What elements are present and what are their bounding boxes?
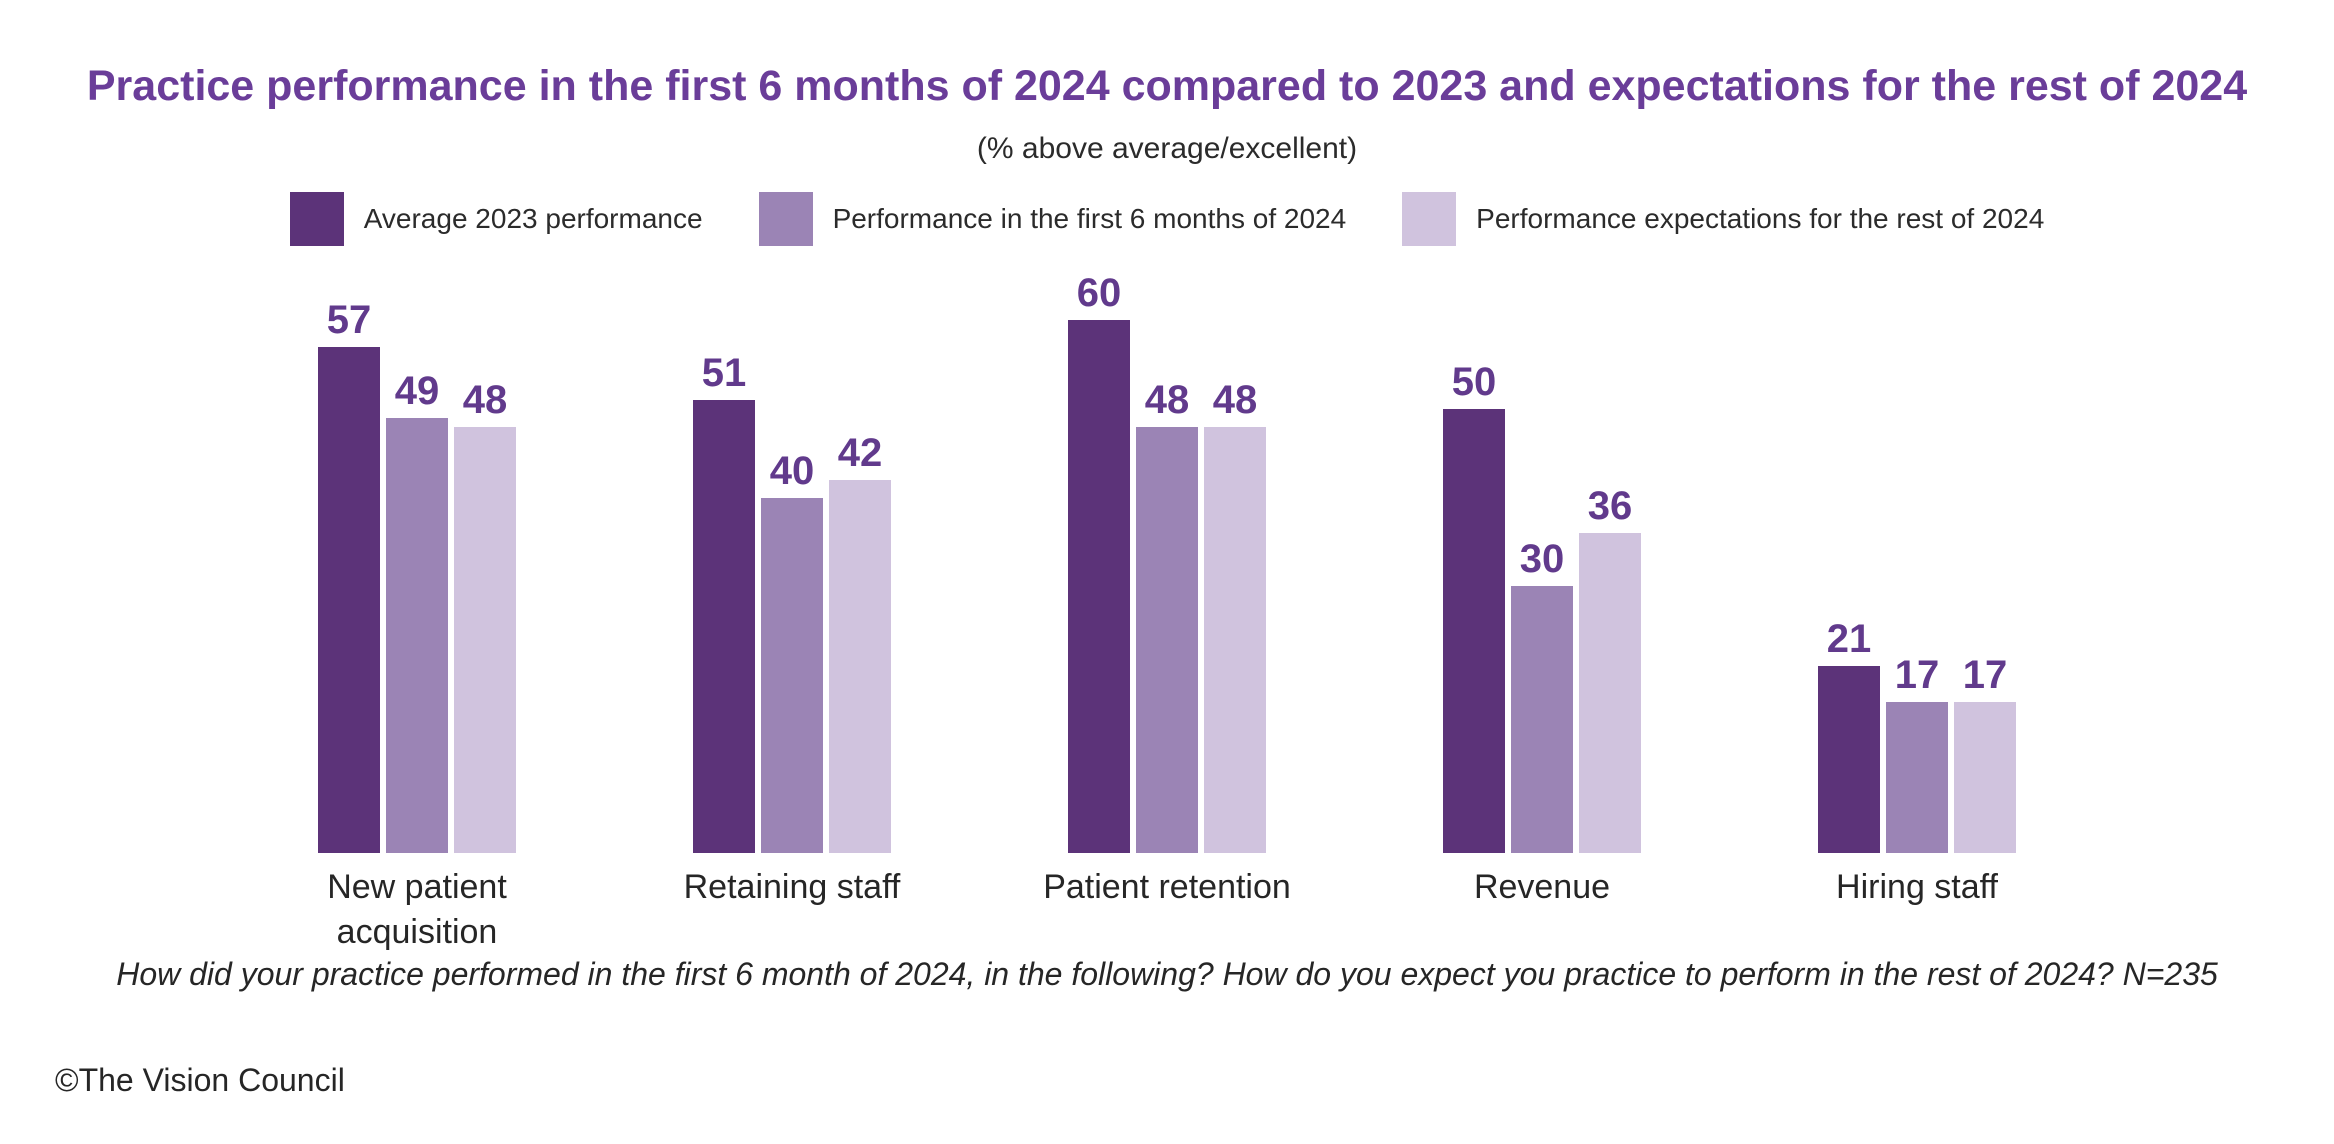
bar-value-label: 50 [1451, 360, 1497, 404]
bar-rect [1818, 666, 1880, 853]
bar-group: 60 48 48 Patient retention [1043, 273, 1291, 906]
bar-rect [454, 427, 516, 853]
bar: 21 [1818, 619, 1880, 853]
bar-rect [1954, 702, 2016, 853]
legend-swatch-light [1402, 192, 1457, 246]
legend-swatch-dark [289, 192, 344, 246]
legend-item: Average 2023 performance [289, 192, 703, 246]
bar-value-label: 49 [394, 369, 440, 413]
copyright-text: ©The Vision Council [55, 1062, 345, 1098]
bar-rect [1204, 427, 1266, 853]
bar: 48 [1136, 380, 1198, 853]
bar: 17 [1886, 655, 1948, 853]
legend-item: Performance expectations for the rest of… [1402, 192, 2044, 246]
bar-rect [1579, 533, 1641, 853]
bar-value-label: 17 [1894, 653, 1940, 697]
bar-group: 57 49 48 New patient acquisition [318, 293, 516, 951]
bar-rect [386, 418, 448, 853]
bar: 40 [761, 451, 823, 853]
legend-swatch-medium [758, 192, 813, 246]
bar-value-label: 51 [701, 351, 747, 395]
bar-group: 21 17 17 Hiring staff [1818, 293, 2016, 906]
bar-value-label: 48 [462, 378, 508, 422]
bar-value-label: 36 [1587, 484, 1633, 528]
bar-rect [761, 498, 823, 853]
bar-rect [1443, 409, 1505, 853]
legend-label: Average 2023 performance [363, 203, 703, 234]
category-label: Hiring staff [1836, 868, 1998, 906]
bar-value-label: 17 [1962, 653, 2008, 697]
plot-area: 57 49 48 New patient acquisition 51 40 42 Retai… [0, 273, 2334, 951]
bar-rect [693, 400, 755, 853]
category-label: Revenue [1473, 868, 1611, 906]
bar-value-label: 42 [837, 431, 883, 475]
bar-rect [1068, 320, 1130, 853]
bar-rect [318, 347, 380, 853]
bar-group: 51 40 42 Retaining staff [684, 293, 901, 906]
bar-value-label: 48 [1212, 378, 1258, 422]
bar: 51 [693, 353, 755, 853]
legend-item: Performance in the first 6 months of 202… [758, 192, 1347, 246]
bar: 30 [1511, 539, 1573, 853]
bar: 17 [1954, 655, 2016, 853]
bar: 49 [386, 371, 448, 853]
bar-value-label: 57 [326, 298, 372, 342]
bar: 50 [1443, 362, 1505, 853]
category-label: Retaining staff [683, 868, 901, 906]
bar-value-label: 21 [1826, 617, 1872, 661]
bar-rect [1136, 427, 1198, 853]
bar: 48 [1204, 380, 1266, 853]
legend: Average 2023 performance Performance in … [0, 192, 2334, 246]
bar: 57 [318, 300, 380, 853]
category-label: Patient retention [1043, 868, 1291, 906]
bar-rect [829, 480, 891, 853]
category-label: New patient acquisition [327, 868, 507, 951]
bar: 36 [1579, 486, 1641, 853]
bar-value-label: 40 [769, 449, 815, 493]
survey-question-footnote: How did your practice performed in the f… [116, 956, 2218, 992]
bar-rect [1886, 702, 1948, 853]
chart-subtitle: (% above average/excellent) [976, 132, 1358, 165]
bar: 60 [1068, 273, 1130, 853]
bar-rect [1511, 586, 1573, 853]
chart-title: Practice performance in the first 6 mont… [86, 62, 2248, 110]
legend-label: Performance in the first 6 months of 202… [832, 203, 1347, 234]
bar: 42 [829, 433, 891, 853]
legend-label: Performance expectations for the rest of… [1476, 203, 2045, 234]
bar-value-label: 30 [1519, 537, 1565, 581]
bar: 48 [454, 380, 516, 853]
bar-value-label: 48 [1144, 378, 1190, 422]
bar-value-label: 60 [1076, 271, 1122, 315]
bar-group: 50 30 36 Revenue [1443, 293, 1641, 906]
